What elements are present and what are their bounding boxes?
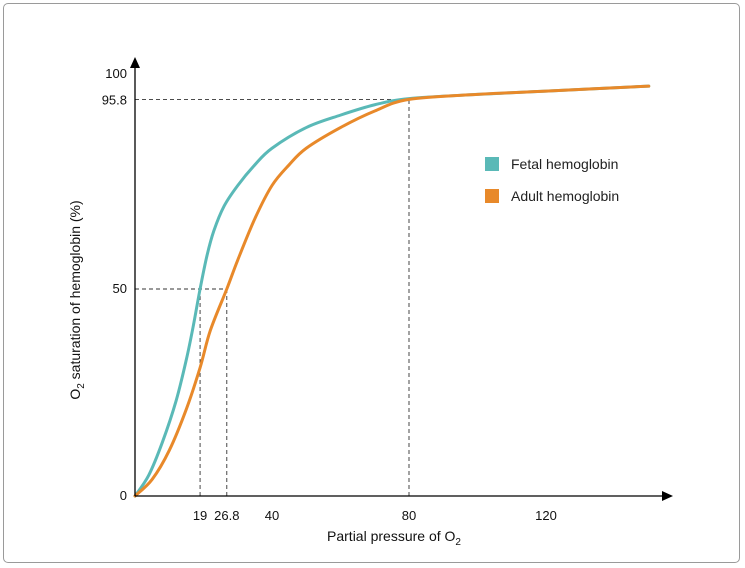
guide-lines xyxy=(135,98,410,496)
y-tick-label: 50 xyxy=(113,281,127,296)
tick-labels: 19 26.8 40 80 120 0 50 95.8 100 xyxy=(102,66,557,523)
x-tick-label: 80 xyxy=(402,508,416,523)
y-tick-label: 0 xyxy=(120,488,127,503)
series-line-1 xyxy=(133,84,651,498)
x-axis-arrow xyxy=(662,491,673,501)
legend-swatch xyxy=(485,189,499,203)
y-axis-arrow xyxy=(130,57,140,68)
legend-swatch xyxy=(485,157,499,171)
curves xyxy=(133,84,651,498)
x-tick-label: 26.8 xyxy=(214,508,239,523)
x-tick-label: 40 xyxy=(265,508,279,523)
x-tick-label: 19 xyxy=(193,508,207,523)
series-line-0 xyxy=(133,84,651,498)
y-axis-label: O2 saturation of hemoglobin (%) xyxy=(67,200,87,399)
legend: Fetal hemoglobin Adult hemoglobin xyxy=(485,156,619,204)
legend-label: Fetal hemoglobin xyxy=(511,156,618,172)
legend-label: Adult hemoglobin xyxy=(511,188,619,204)
y-tick-label: 100 xyxy=(105,66,127,81)
x-tick-label: 120 xyxy=(535,508,557,523)
y-tick-label: 95.8 xyxy=(102,92,127,107)
x-axis-label: Partial pressure of O2 xyxy=(327,528,461,548)
chart-frame xyxy=(3,3,740,563)
axes xyxy=(130,57,673,501)
